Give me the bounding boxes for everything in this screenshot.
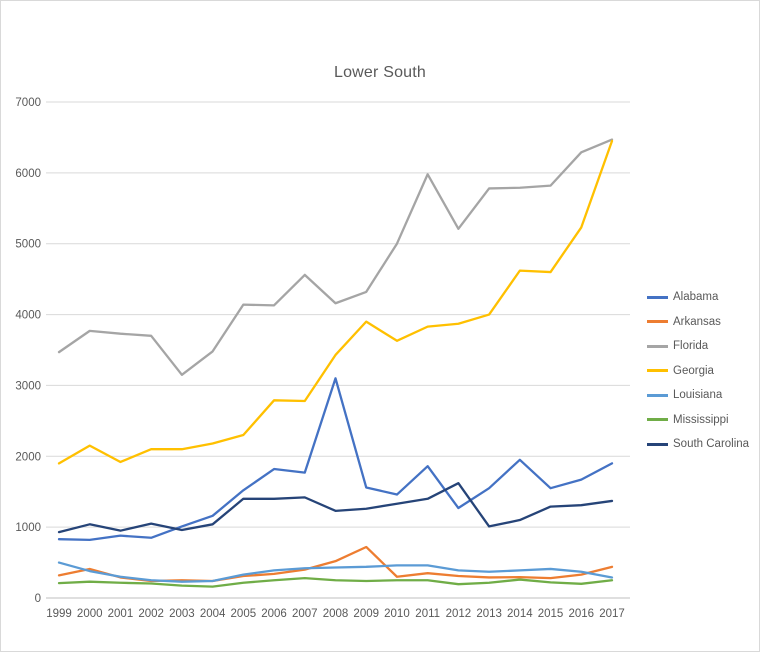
series-line-mississippi [57, 577, 614, 588]
legend-line-swatch [647, 344, 668, 348]
x-tick-label: 2017 [599, 608, 625, 620]
series-line-florida [57, 138, 614, 376]
legend-line-swatch [647, 295, 668, 299]
x-tick-label: 2005 [231, 608, 257, 620]
x-tick-label: 2007 [292, 608, 318, 620]
legend-line-swatch [647, 393, 668, 397]
legend-line-swatch [647, 369, 668, 372]
y-tick-label: 6000 [15, 168, 41, 180]
y-tick-label: 1000 [15, 522, 41, 534]
series-line-louisiana [57, 561, 614, 583]
legend-item-louisiana: Louisiana [647, 388, 749, 402]
x-tick-label: 2006 [261, 608, 287, 620]
legend-line-swatch [647, 418, 668, 421]
x-tick-label: 2013 [476, 608, 502, 620]
x-tick-label: 2009 [353, 608, 379, 620]
legend-label: Georgia [673, 364, 714, 377]
x-tick-label: 2008 [323, 608, 349, 620]
x-tick-label: 2002 [138, 608, 164, 620]
chart-legend: Alabama Arkansas Florida Georgia Louisiana Mi… [647, 290, 749, 451]
x-tick-label: 2011 [415, 608, 440, 620]
legend-item-georgia: Georgia [647, 364, 749, 378]
legend-item-florida: Florida [647, 339, 749, 353]
legend-label: Alabama [673, 291, 719, 303]
x-tick-label: 2014 [507, 608, 533, 620]
x-tick-label: 2000 [77, 608, 103, 620]
series-line-south-carolina [57, 482, 614, 534]
y-tick-label: 7000 [15, 97, 41, 109]
legend-label: Arkansas [673, 315, 721, 328]
x-tick-label: 2015 [538, 608, 564, 620]
legend-line-swatch [647, 320, 668, 323]
chart-title: Lower South [333, 64, 427, 81]
series-line-georgia [57, 139, 614, 465]
y-tick-label: 4000 [15, 310, 41, 322]
legend-label: Louisiana [673, 389, 723, 401]
legend-item-arkansas: Arkansas [647, 315, 749, 329]
legend-item-mississippi: Mississippi [647, 413, 749, 427]
y-tick-label: 5000 [15, 239, 41, 251]
legend-label: Florida [673, 340, 709, 352]
legend-item-south-carolina: South Carolina [647, 437, 749, 451]
legend-label: Mississippi [673, 413, 729, 426]
legend-item-alabama: Alabama [647, 290, 749, 304]
x-tick-label: 2003 [169, 608, 195, 620]
x-tick-label: 2004 [200, 608, 226, 620]
x-tick-label: 2010 [384, 608, 410, 620]
y-tick-label: 3000 [15, 380, 41, 392]
x-tick-label: 2016 [568, 608, 594, 620]
y-tick-label: 0 [35, 593, 41, 605]
x-tick-label: 1999 [46, 608, 72, 620]
series-line-alabama [57, 377, 614, 542]
y-tick-label: 2000 [15, 451, 41, 463]
x-tick-label: 2001 [108, 608, 134, 620]
legend-label: South Carolina [673, 438, 750, 450]
series-line-arkansas [57, 545, 614, 583]
legend-line-swatch [647, 442, 668, 446]
x-tick-label: 2012 [446, 608, 472, 620]
